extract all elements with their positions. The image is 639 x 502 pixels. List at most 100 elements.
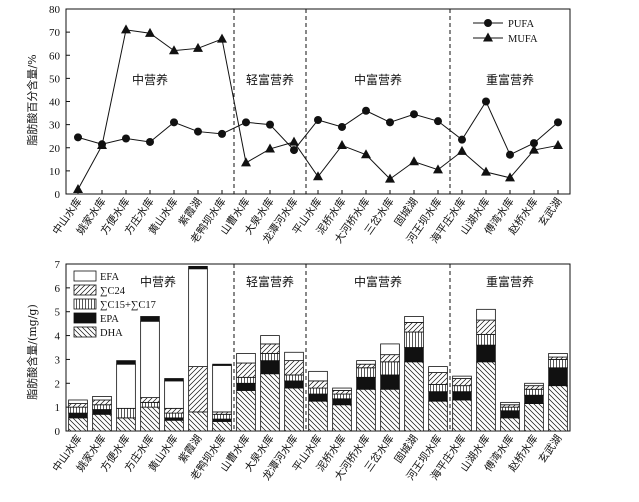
- top-point-pufa: [266, 120, 274, 129]
- top-point-mufa: [553, 140, 563, 150]
- bar-segment-vertical: [380, 361, 400, 376]
- legend-marker-triangle: [483, 32, 493, 42]
- bottom-category-label: 玄武湖: [536, 432, 565, 465]
- bottom-region-labels: 中营养 轻富营养 中富营养 重富营养: [140, 274, 534, 289]
- top-point-mufa: [361, 149, 371, 159]
- bar-segment-top-cap: [164, 378, 184, 382]
- bottom-legend: EFA ∑C24 ∑C15+∑C17 EPA DHA: [73, 270, 156, 339]
- bar-segment-backslash: [548, 385, 568, 432]
- bar-segment-backslash: [116, 417, 136, 432]
- top-point-pufa: [458, 135, 466, 144]
- top-point-pufa: [386, 118, 394, 127]
- bar-segment-white: [68, 399, 88, 404]
- bar-segment-backslash: [188, 411, 208, 432]
- bar-segment-vertical: [404, 331, 424, 348]
- top-point-pufa: [506, 150, 514, 159]
- bottom-y-tick-label: 6: [55, 283, 61, 295]
- bar-segment-backslash: [236, 390, 256, 432]
- bar-segment-vertical: [140, 401, 160, 408]
- top-point-pufa: [146, 137, 154, 146]
- top-point-mufa: [529, 144, 539, 154]
- bar-segment-vertical: [500, 406, 520, 412]
- bar-segment-slash: [164, 407, 184, 414]
- bar-segment-vertical: [332, 393, 352, 400]
- top-point-mufa: [217, 33, 227, 43]
- top-point-mufa: [193, 42, 203, 52]
- bottom-y-tick-label: 4: [55, 331, 61, 343]
- bar-segment-solid: [428, 391, 448, 402]
- bar-segment-white: [404, 316, 424, 323]
- bottom-stacked-bars: [68, 265, 568, 432]
- bar-segment-vertical: [476, 333, 496, 346]
- bar-segment-vertical: [428, 384, 448, 393]
- top-category-label: 玄武湖: [536, 195, 565, 228]
- top-y-axis-label: 脂肪酸百分含量/%: [25, 54, 39, 145]
- top-y-tick-label: 60: [49, 50, 61, 62]
- top-y-tick-label: 50: [49, 73, 61, 85]
- bar-segment-solid: [524, 394, 544, 404]
- top-series-lines: [73, 24, 563, 193]
- top-y-tick-label: 0: [55, 189, 61, 201]
- bar-segment-white: [524, 382, 544, 387]
- legend-label-mufa: MUFA: [508, 34, 538, 45]
- bar-segment-slash: [140, 397, 160, 403]
- legend-label: EFA: [100, 272, 119, 283]
- bar-segment-backslash: [140, 406, 160, 432]
- top-region-label: 轻富营养: [246, 72, 294, 87]
- bar-segment-solid: [404, 347, 424, 363]
- bar-segment-backslash: [428, 400, 448, 432]
- top-y-tick-label: 30: [49, 120, 61, 132]
- top-point-mufa: [289, 136, 299, 146]
- bar-segment-backslash: [356, 388, 376, 432]
- bar-segment-backslash: [308, 400, 328, 432]
- bar-segment-backslash: [212, 421, 232, 432]
- top-point-pufa: [434, 117, 442, 126]
- top-region-label: 重富营养: [486, 72, 534, 87]
- bar-segment-slash: [452, 378, 472, 387]
- bar-segment-vertical: [236, 376, 256, 384]
- bar-segment-vertical: [284, 374, 304, 382]
- top-point-pufa: [314, 116, 322, 124]
- bar-segment-slash: [476, 319, 496, 335]
- top-point-pufa: [194, 127, 202, 136]
- top-point-mufa: [481, 166, 491, 176]
- top-point-mufa: [409, 156, 419, 166]
- bar-segment-solid: [356, 376, 376, 390]
- top-y-tick-label: 70: [49, 27, 61, 39]
- bar-segment-backslash: [452, 399, 472, 432]
- bottom-y-tick-label: 0: [55, 426, 61, 438]
- bar-segment-solid: [92, 409, 112, 415]
- bar-segment-slash: [428, 372, 448, 385]
- bar-segment-top-cap: [188, 265, 208, 270]
- top-point-pufa: [338, 122, 346, 131]
- bar-segment-slash: [68, 403, 88, 408]
- top-region-label: 中富营养: [354, 72, 402, 87]
- bar-segment-vertical: [68, 406, 88, 414]
- top-point-mufa: [457, 145, 467, 155]
- legend-swatch-vertical: [73, 298, 97, 310]
- legend-label: EPA: [100, 314, 119, 325]
- bar-segment-white: [452, 375, 472, 379]
- bottom-y-tick-label: 7: [55, 259, 61, 271]
- bar-segment-slash: [188, 366, 208, 413]
- bar-segment-vertical: [116, 407, 136, 419]
- bar-segment-vertical: [452, 385, 472, 393]
- bar-segment-backslash: [476, 361, 496, 432]
- bar-segment-backslash: [332, 404, 352, 432]
- bar-segment-backslash: [68, 417, 88, 432]
- bar-segment-backslash: [500, 417, 520, 432]
- top-point-mufa: [385, 173, 395, 183]
- top-point-pufa: [74, 133, 82, 142]
- bottom-y-tick-label: 2: [55, 378, 61, 390]
- bar-segment-white: [140, 320, 160, 398]
- top-category-labels: 中山水库姚家水库方便水库方庄水库黄山水库紫霞湖老鸭坝水库山曹水库大泉水库龙潭河水…: [50, 195, 565, 245]
- bar-segment-slash: [92, 399, 112, 406]
- bar-segment-slash: [380, 354, 400, 363]
- top-point-pufa: [122, 134, 130, 143]
- bottom-y-tick-label: 5: [55, 307, 61, 319]
- bar-segment-white: [500, 401, 520, 406]
- legend-swatch-slash: [73, 284, 97, 296]
- bottom-region-label: 中富营养: [354, 274, 402, 289]
- bar-segment-vertical: [548, 359, 568, 369]
- legend-label: ∑C24: [100, 286, 126, 297]
